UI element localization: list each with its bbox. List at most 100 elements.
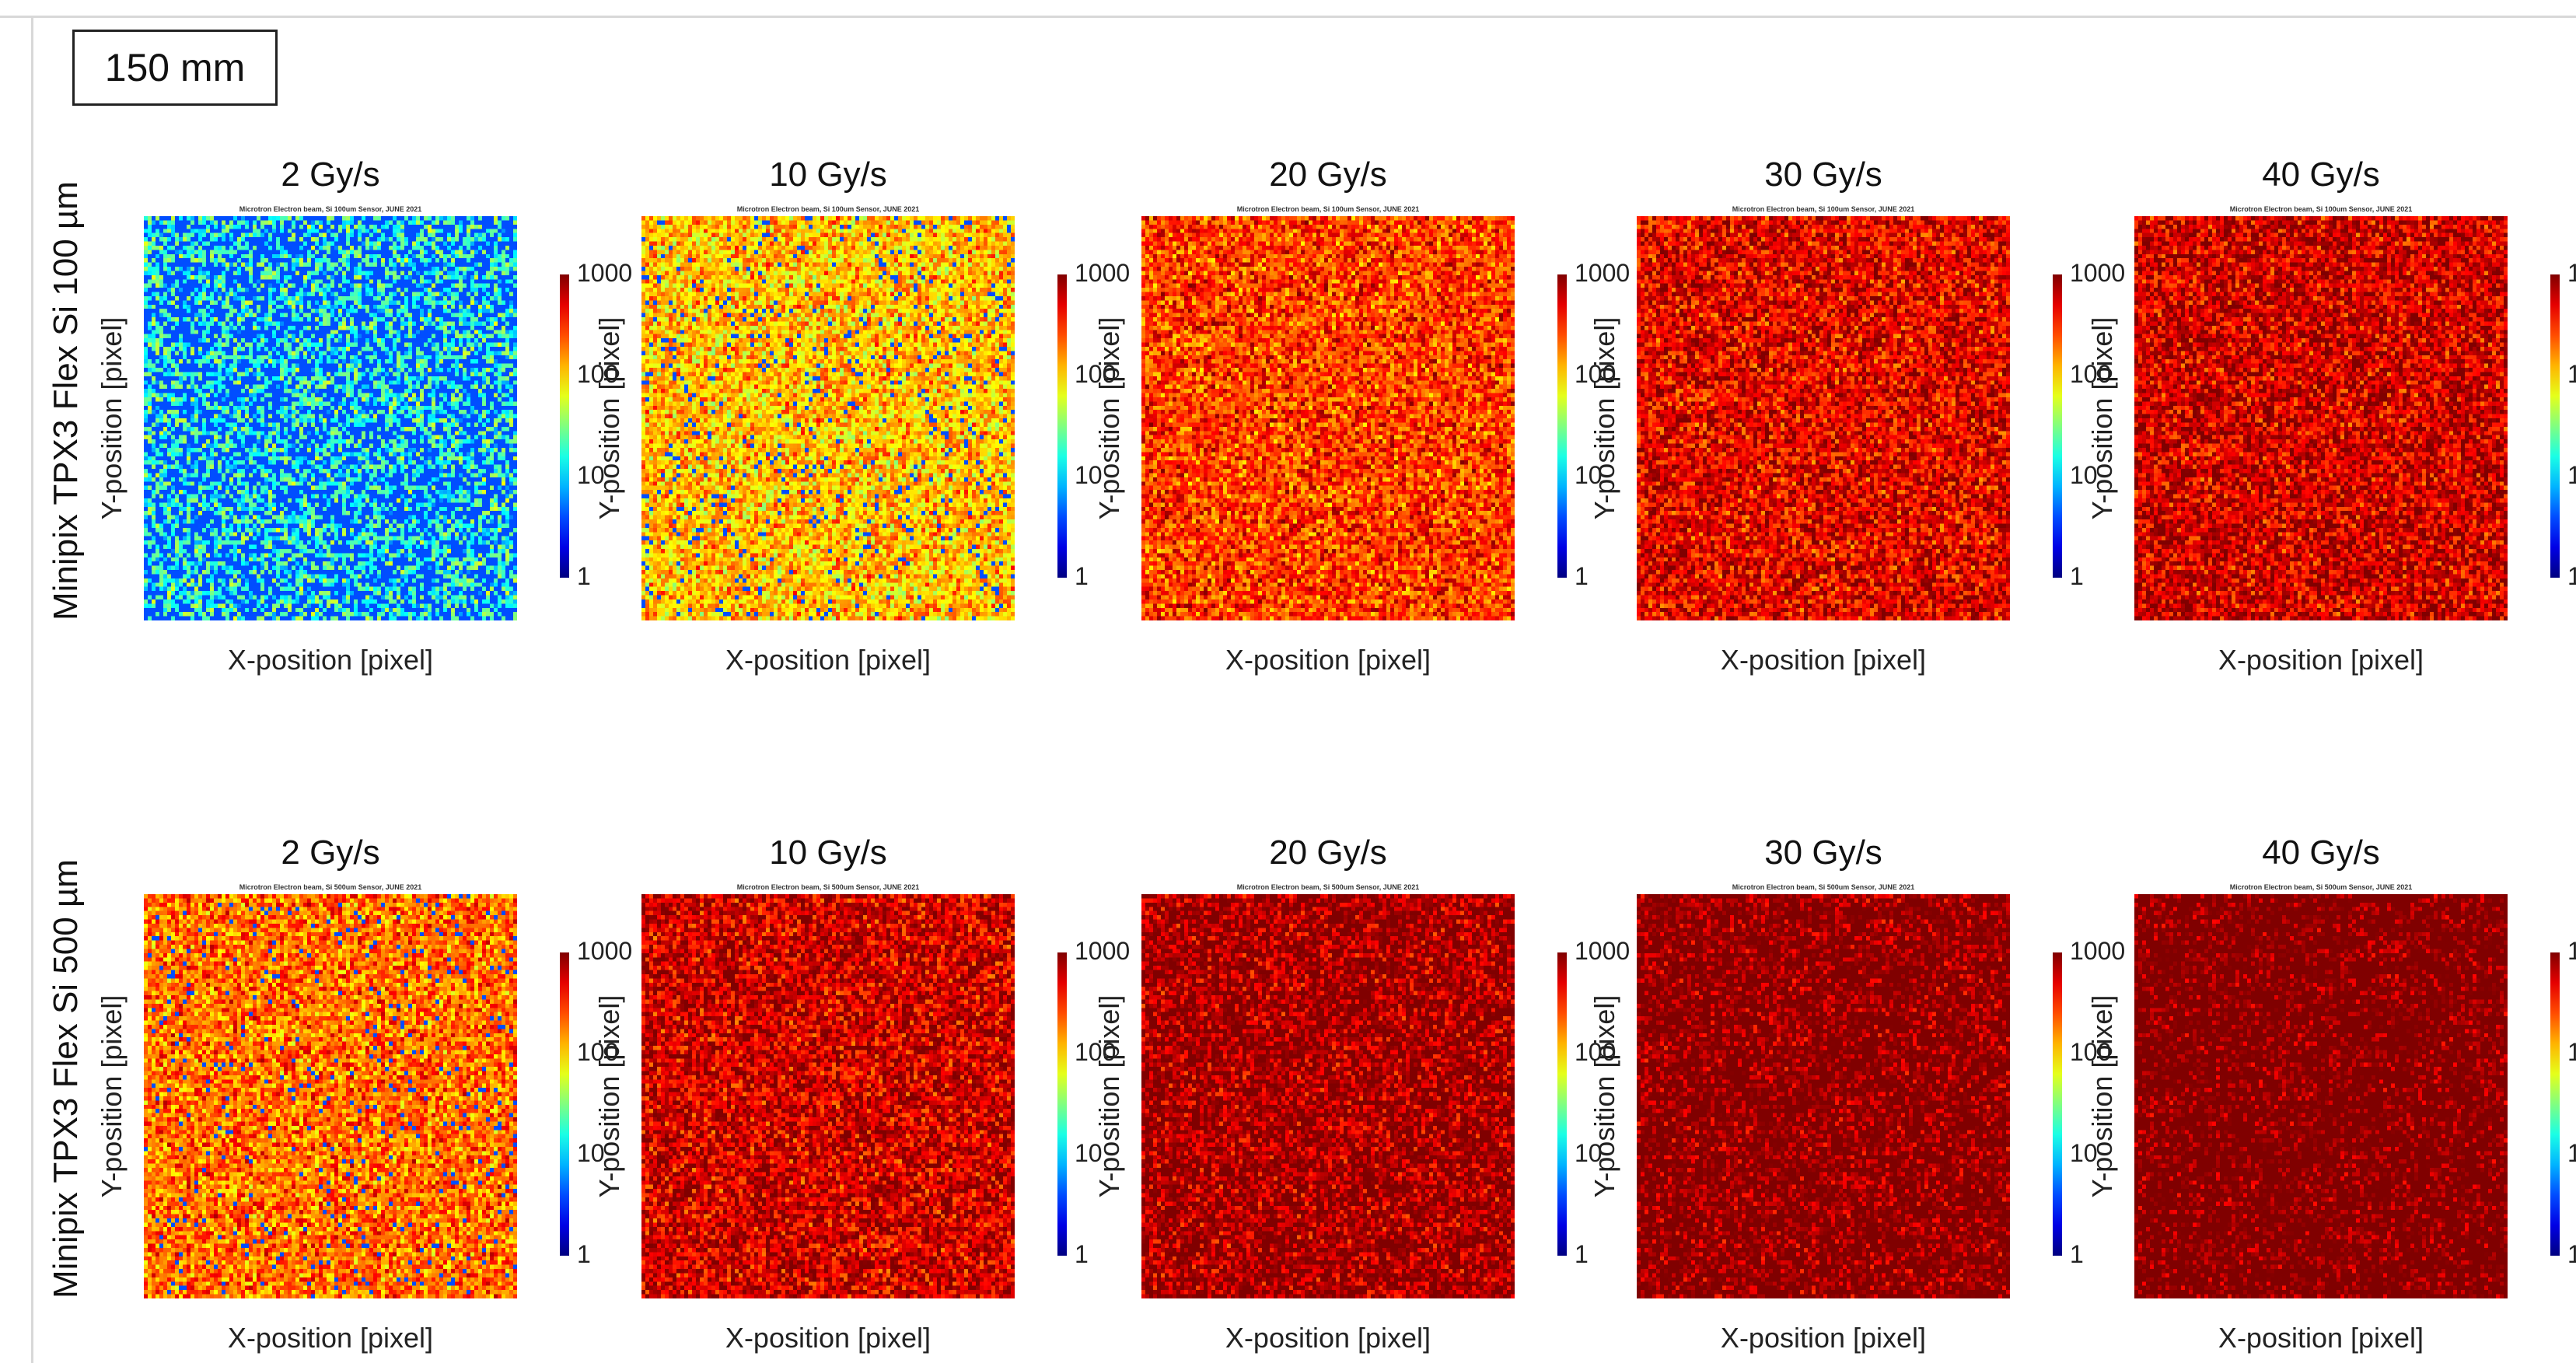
colorbar — [2550, 274, 2560, 578]
colorbar-tick-label: 100 — [1075, 1038, 1117, 1066]
x-axis-label: X-position [pixel] — [2218, 644, 2424, 676]
heatmap-image — [144, 216, 517, 620]
panel-subtitle: Microtron Electron beam, Si 500um Sensor… — [736, 883, 920, 891]
y-axis-label: Y-position [pixel] — [1093, 994, 1125, 1198]
colorbar-tick-label: 10 — [2070, 461, 2098, 489]
panel-title: 30 Gy/s — [1764, 156, 1882, 194]
panel-title: 10 Gy/s — [769, 834, 887, 872]
colorbar-tick-label: 10 — [2567, 1139, 2576, 1167]
heatmap-image — [1141, 894, 1515, 1298]
y-axis-label: Y-position [pixel] — [1093, 316, 1125, 520]
colorbar — [560, 952, 569, 1256]
colorbar-tick-label: 1 — [2070, 562, 2084, 590]
heatmap-image — [1637, 216, 2010, 620]
colorbar-tick-label: 1000 — [1075, 937, 1131, 965]
colorbar-tick-label: 100 — [2070, 360, 2112, 388]
x-axis-label: X-position [pixel] — [227, 644, 434, 676]
colorbar — [2053, 274, 2062, 578]
x-axis-label: X-position [pixel] — [1720, 644, 1927, 676]
colorbar — [1557, 274, 1567, 578]
colorbar — [2053, 952, 2062, 1256]
x-axis-label: X-position [pixel] — [227, 1322, 434, 1354]
y-axis-label: Y-position [pixel] — [1589, 316, 1620, 520]
colorbar-tick-label: 1000 — [1575, 937, 1631, 965]
colorbar-tick-label: 100 — [2070, 1038, 2112, 1066]
colorbar-tick-label: 10 — [2070, 1139, 2098, 1167]
colorbar — [1057, 952, 1067, 1256]
colorbar-tick-label: 1000 — [2567, 937, 2576, 965]
row-label-1: Minipix TPX3 Flex Si 100 µm — [47, 181, 85, 620]
panel-subtitle: Microtron Electron beam, Si 100um Sensor… — [239, 205, 422, 213]
heatmap-image — [1141, 216, 1515, 620]
colorbar-tick-label: 100 — [1575, 1038, 1617, 1066]
heatmap-image — [2134, 216, 2508, 620]
colorbar-tick-label: 1 — [1575, 562, 1589, 590]
y-axis-label: Y-position [pixel] — [593, 316, 625, 520]
y-axis-label: Y-position [pixel] — [593, 994, 625, 1198]
y-axis-label: Y-position [pixel] — [96, 316, 128, 520]
panel-title: 2 Gy/s — [281, 156, 380, 194]
colorbar-tick-label: 10 — [1575, 461, 1603, 489]
x-axis-label: X-position [pixel] — [725, 644, 931, 676]
panel-subtitle: Microtron Electron beam, Si 500um Sensor… — [1236, 883, 1420, 891]
panel-title: 10 Gy/s — [769, 156, 887, 194]
heatmap-image — [2134, 894, 2508, 1298]
colorbar-tick-label: 10 — [577, 1139, 605, 1167]
colorbar-tick-label: 100 — [1075, 360, 1117, 388]
colorbar-tick-label: 10 — [2567, 461, 2576, 489]
panel-subtitle: Microtron Electron beam, Si 500um Sensor… — [1732, 883, 1915, 891]
colorbar-tick-label: 1 — [2567, 562, 2576, 590]
heatmap-image — [1637, 894, 2010, 1298]
colorbar-tick-label: 1000 — [2567, 259, 2576, 287]
colorbar-tick-label: 10 — [1575, 1139, 1603, 1167]
colorbar-tick-label: 10 — [1075, 1139, 1103, 1167]
panel-subtitle: Microtron Electron beam, Si 500um Sensor… — [2229, 883, 2413, 891]
y-axis-label: Y-position [pixel] — [96, 994, 128, 1198]
colorbar-tick-label: 10 — [1075, 461, 1103, 489]
colorbar-tick-label: 1 — [1075, 1240, 1089, 1268]
y-axis-label: Y-position [pixel] — [1589, 994, 1620, 1198]
frame-top-border — [0, 16, 2576, 18]
panel-title: 30 Gy/s — [1764, 834, 1882, 872]
panel-title: 40 Gy/s — [2262, 156, 2380, 194]
colorbar-tick-label: 1000 — [577, 259, 633, 287]
colorbar-tick-label: 1 — [577, 562, 591, 590]
x-axis-label: X-position [pixel] — [725, 1322, 931, 1354]
x-axis-label: X-position [pixel] — [1720, 1322, 1927, 1354]
heatmap-image — [641, 894, 1015, 1298]
colorbar-tick-label: 1 — [577, 1240, 591, 1268]
x-axis-label: X-position [pixel] — [1225, 1322, 1431, 1354]
colorbar-tick-label: 1000 — [2070, 937, 2126, 965]
distance-label: 150 mm — [72, 30, 278, 106]
colorbar — [1557, 952, 1567, 1256]
colorbar-tick-label: 100 — [1575, 360, 1617, 388]
colorbar — [2550, 952, 2560, 1256]
heatmap-image — [641, 216, 1015, 620]
panel-title: 2 Gy/s — [281, 834, 380, 872]
panel-title: 40 Gy/s — [2262, 834, 2380, 872]
panel-subtitle: Microtron Electron beam, Si 100um Sensor… — [1236, 205, 1420, 213]
colorbar-tick-label: 100 — [577, 360, 619, 388]
colorbar-tick-label: 1000 — [2070, 259, 2126, 287]
colorbar-tick-label: 1 — [2567, 1240, 2576, 1268]
colorbar-tick-label: 1 — [2070, 1240, 2084, 1268]
heatmap-image — [144, 894, 517, 1298]
colorbar — [560, 274, 569, 578]
x-axis-label: X-position [pixel] — [2218, 1322, 2424, 1354]
colorbar-tick-label: 1000 — [577, 937, 633, 965]
frame-left-border — [31, 16, 33, 1363]
panel-title: 20 Gy/s — [1269, 834, 1387, 872]
colorbar-tick-label: 100 — [2567, 1038, 2576, 1066]
colorbar-tick-label: 100 — [2567, 360, 2576, 388]
colorbar-tick-label: 1 — [1075, 562, 1089, 590]
y-axis-label: Y-position [pixel] — [2086, 316, 2118, 520]
panel-title: 20 Gy/s — [1269, 156, 1387, 194]
colorbar-tick-label: 1000 — [1075, 259, 1131, 287]
row-label-2: Minipix TPX3 Flex Si 500 µm — [47, 859, 85, 1298]
panel-subtitle: Microtron Electron beam, Si 100um Sensor… — [736, 205, 920, 213]
x-axis-label: X-position [pixel] — [1225, 644, 1431, 676]
colorbar-tick-label: 100 — [577, 1038, 619, 1066]
panel-subtitle: Microtron Electron beam, Si 100um Sensor… — [2229, 205, 2413, 213]
colorbar-tick-label: 1 — [1575, 1240, 1589, 1268]
